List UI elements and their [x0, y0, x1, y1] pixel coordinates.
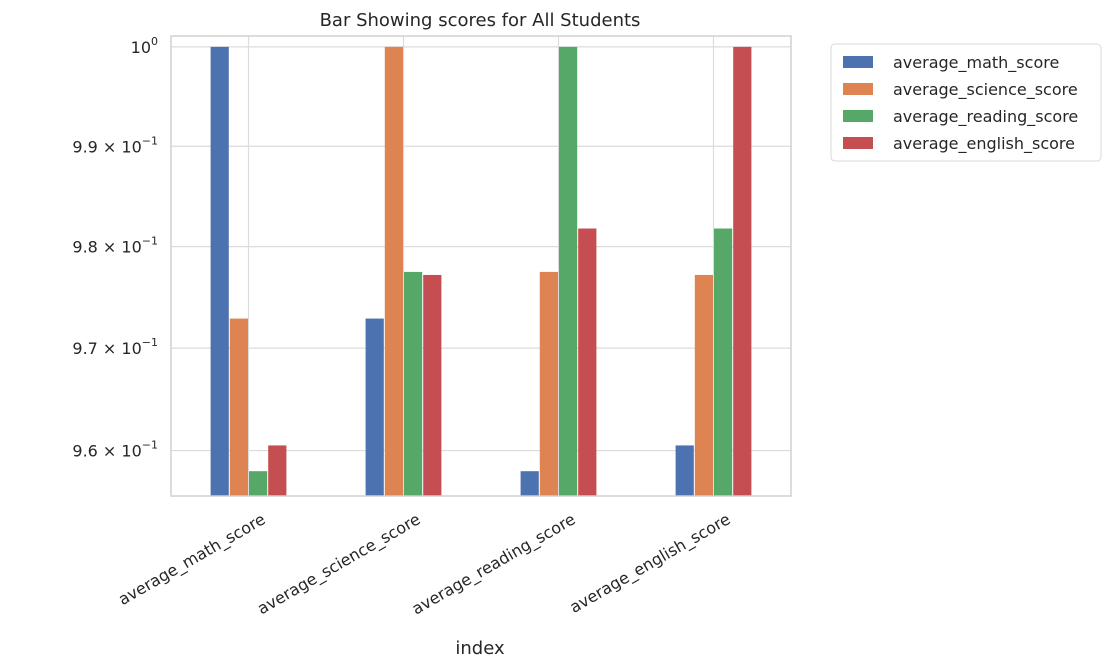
bar-average_reading_score-average_science_score — [404, 271, 423, 496]
bar-average_science_score-average_math_score — [229, 318, 248, 496]
chart-title: Bar Showing scores for All Students — [320, 10, 641, 31]
bar-average_reading_score-average_english_score — [714, 228, 733, 496]
legend-swatch — [843, 56, 873, 68]
bar-average_math_score-average_math_score — [210, 46, 229, 497]
y-tick-label: 100 — [131, 35, 158, 57]
legend: average_math_score average_science_scorea… — [830, 43, 1102, 162]
x-axis-label: index — [455, 638, 505, 659]
plot-area: 9.6 × 10−1 9.7 × 10−1 9.8 × 10−1 9.9 × 10−1… — [72, 35, 792, 619]
legend-label: average_english_score — [893, 134, 1075, 154]
bar-average_english_score-average_reading_score — [578, 228, 597, 496]
bar-average_science_score-average_english_score — [694, 274, 713, 496]
bar-average_math_score-average_reading_score — [520, 471, 539, 496]
bar-average_science_score-average_science_score — [384, 46, 403, 497]
bar-average_english_score-average_math_score — [268, 445, 287, 496]
axes-frame — [170, 35, 792, 497]
y-tick-label: 9.8 × 10−1 — [72, 235, 158, 257]
y-tick-label: 9.9 × 10−1 — [72, 134, 158, 156]
legend-box — [830, 43, 1102, 162]
x-tick-label: average_math_score — [115, 509, 269, 609]
x-tick-label: average_english_score — [566, 509, 734, 617]
x-tick-label: average_reading_score — [409, 509, 579, 619]
x-tick-label: average_science_score — [254, 509, 424, 619]
legend-swatch — [843, 137, 873, 149]
bar-average_reading_score-average_reading_score — [559, 46, 578, 497]
legend-label: average_reading_score — [893, 107, 1078, 127]
y-tick-label: 9.6 × 10−1 — [72, 439, 158, 461]
bar-average_english_score-average_english_score — [733, 46, 752, 497]
legend-label: average_math_score — [893, 53, 1059, 73]
legend-swatch — [843, 83, 873, 95]
bar-average_math_score-average_science_score — [365, 318, 384, 496]
bar-average_science_score-average_reading_score — [539, 271, 558, 496]
y-tick-label: 9.7 × 10−1 — [72, 336, 158, 358]
bar-average_math_score-average_english_score — [675, 445, 694, 496]
legend-label: average_science_score — [893, 80, 1078, 100]
bar-average_english_score-average_science_score — [423, 274, 442, 496]
bar-average_reading_score-average_math_score — [249, 471, 268, 496]
legend-swatch — [843, 110, 873, 122]
